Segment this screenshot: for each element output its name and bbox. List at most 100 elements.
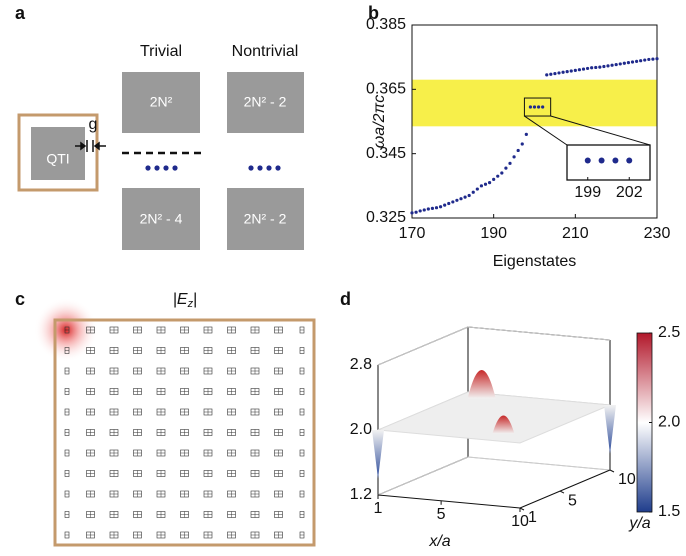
- z-grid: [467, 326, 611, 341]
- point: [557, 71, 561, 75]
- point: [585, 66, 590, 71]
- colorbar-tick-label: 2.5: [658, 324, 680, 341]
- column-title: Nontrivial: [232, 43, 299, 60]
- x-tick-label: 10: [511, 513, 529, 530]
- field-map: |Ez|: [34, 291, 316, 547]
- point: [655, 57, 659, 61]
- point: [455, 198, 459, 202]
- point: [422, 208, 426, 212]
- inset-frame: [566, 144, 651, 181]
- point: [451, 200, 455, 204]
- y-tick-label: 0.385: [366, 16, 406, 33]
- colorbar-tick-label: 1.5: [658, 503, 680, 520]
- block-label: 2N² - 2: [244, 94, 287, 110]
- point: [614, 62, 618, 67]
- block-label: 2N²: [150, 94, 173, 110]
- y-tick: [609, 469, 615, 473]
- point: [500, 171, 504, 175]
- point: [639, 59, 643, 63]
- point: [496, 174, 500, 178]
- gap-arrows: [75, 140, 106, 152]
- y-tick-label: 1: [528, 509, 537, 526]
- point: [430, 206, 435, 210]
- y-tick: [559, 490, 565, 494]
- y-tick-label: 0.365: [366, 81, 406, 98]
- x-tick-label: 5: [437, 506, 446, 523]
- point: [532, 105, 537, 109]
- block: [227, 72, 304, 133]
- block: [122, 72, 200, 133]
- point: [545, 73, 549, 77]
- title-part: |: [193, 291, 197, 308]
- inset-point: [626, 157, 633, 164]
- point: [471, 190, 475, 194]
- plot-frame: [411, 24, 658, 219]
- point: [569, 69, 573, 73]
- x-tick-label: 1: [374, 500, 383, 517]
- state-dots: [145, 165, 281, 171]
- y-tick-label: 0.345: [366, 145, 406, 162]
- y-axis-label: ωa/2πc: [371, 95, 388, 148]
- y-tick-label: 5: [568, 492, 577, 509]
- point: [520, 142, 524, 146]
- point: [459, 197, 463, 201]
- point: [438, 205, 443, 209]
- block-label: 2N² - 2: [244, 211, 287, 227]
- point: [426, 207, 430, 211]
- point: [508, 161, 512, 165]
- y-axis-label: y/a: [628, 515, 650, 532]
- map-frame: [53, 318, 316, 547]
- zoom-link: [524, 115, 568, 146]
- inset-point: [598, 157, 605, 164]
- point: [581, 67, 586, 71]
- y-tick: [519, 507, 525, 511]
- point: [647, 57, 651, 62]
- point: [516, 148, 520, 153]
- point: [630, 60, 635, 64]
- point: [541, 105, 545, 109]
- z-grid: [467, 456, 611, 471]
- z-grid: [377, 326, 469, 366]
- x-tick-label: 170: [399, 225, 426, 242]
- surface-feature: [604, 405, 616, 454]
- surface: [377, 391, 611, 444]
- inset-tick-label: 199: [574, 184, 601, 201]
- point: [622, 61, 626, 65]
- axis-edge: [519, 469, 611, 509]
- crystal-frame: [17, 113, 99, 192]
- zoom-link: [550, 115, 651, 146]
- y-tick-label: 0.325: [366, 209, 406, 226]
- zoom-box: [523, 97, 552, 117]
- x-axis-label: x/a: [428, 533, 450, 550]
- surface-feature: [467, 369, 496, 399]
- point: [561, 70, 565, 74]
- title-part: z: [187, 298, 194, 310]
- point: [528, 105, 533, 109]
- title-part: |E: [173, 291, 188, 308]
- map-title: |Ez|: [173, 291, 197, 310]
- point: [447, 201, 451, 206]
- z-tick-label: 2.8: [350, 356, 372, 373]
- point: [483, 182, 488, 186]
- z-tick-label: 1.2: [350, 486, 372, 503]
- point: [565, 70, 569, 74]
- axis-edge: [377, 494, 521, 509]
- x-tick-label: 230: [644, 225, 671, 242]
- panel-label: b: [368, 3, 379, 23]
- inset-point: [612, 157, 619, 164]
- schematic: Trivial Nontrivial 2N² 2N² - 2 2N² - 4 2…: [17, 43, 304, 250]
- point: [553, 71, 557, 76]
- point: [590, 66, 594, 70]
- x-tick-label: 210: [562, 225, 589, 242]
- crystal-label: QTI: [46, 151, 69, 167]
- point: [618, 62, 622, 66]
- point: [512, 155, 516, 159]
- point: [463, 195, 467, 199]
- point: [606, 64, 610, 68]
- inset-tick-label: 202: [616, 184, 643, 201]
- point: [634, 59, 639, 63]
- point: [434, 206, 439, 210]
- gap-label: g: [89, 116, 98, 133]
